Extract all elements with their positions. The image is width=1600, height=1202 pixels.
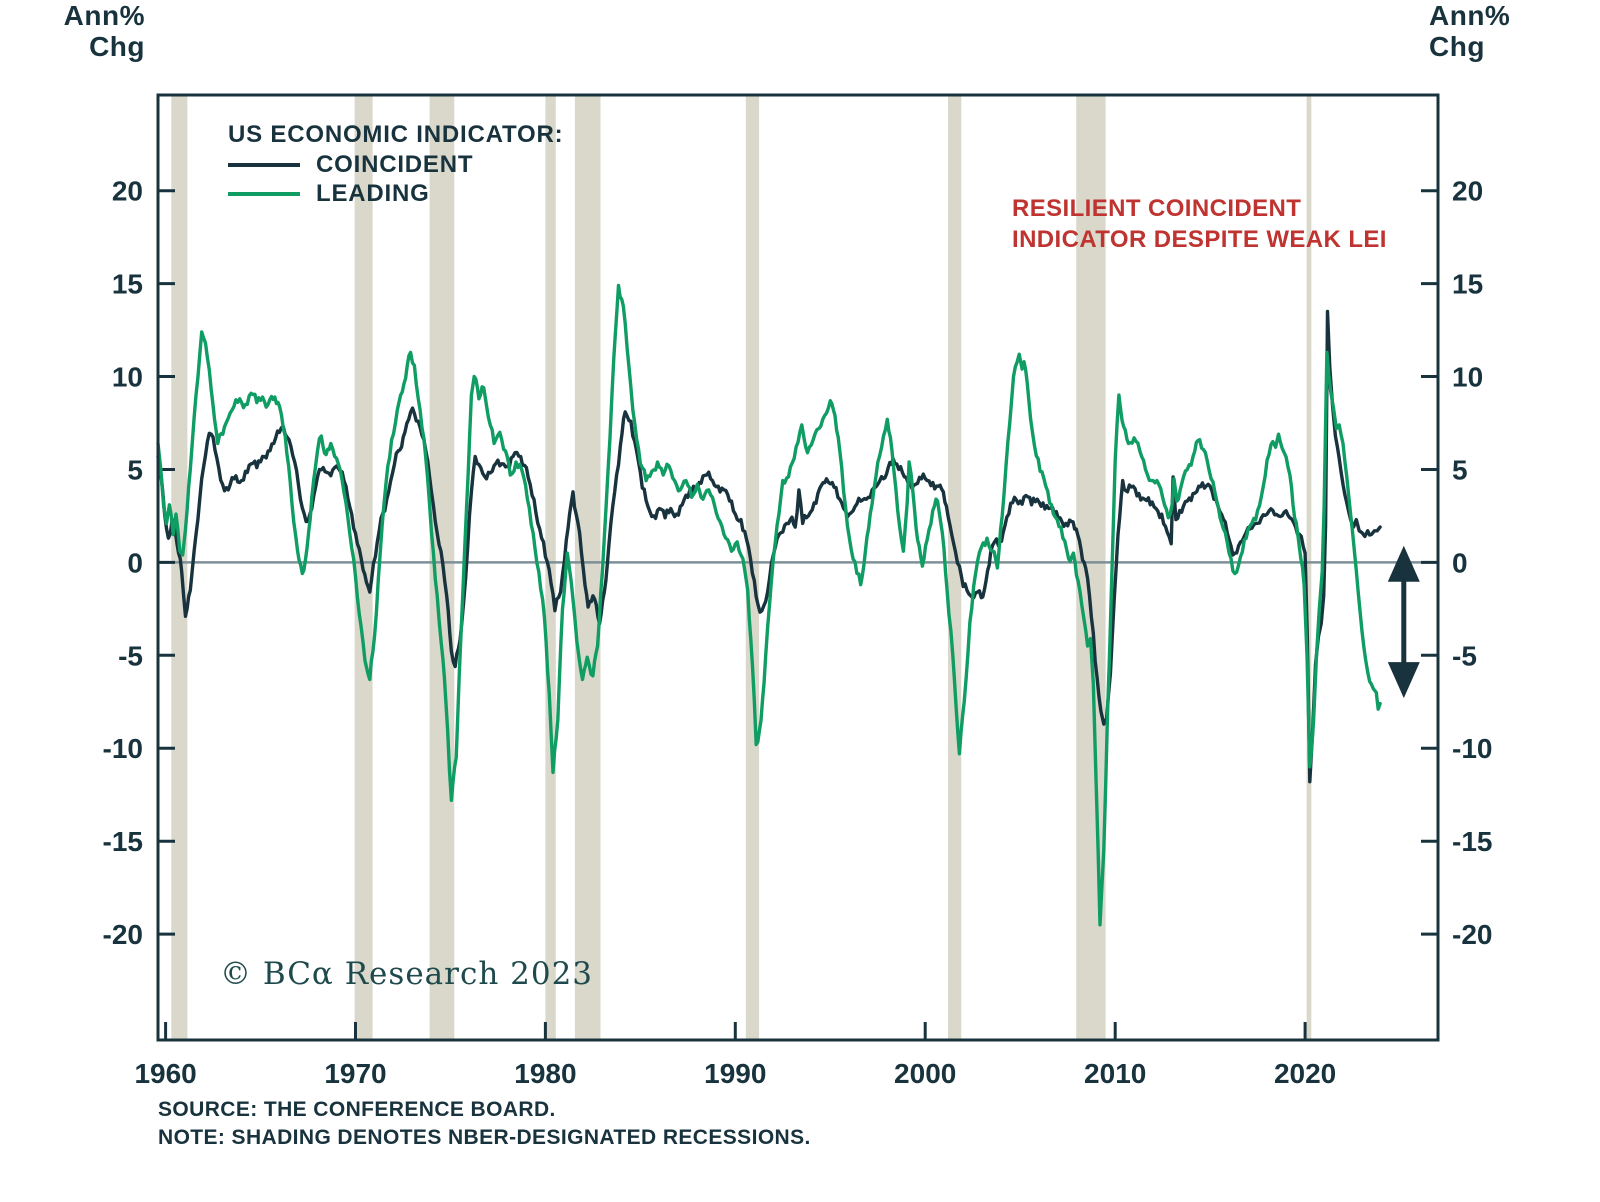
y-axis-title-right-line2: Chg [1429, 31, 1485, 62]
series-coincident-line [156, 309, 1382, 784]
y-axis-tick-label-left: -10 [103, 733, 143, 764]
legend-title: US ECONOMIC INDICATOR: [228, 121, 564, 148]
source-note: SOURCE: THE CONFERENCE BOARD. [158, 1098, 556, 1121]
y-axis-tick-label-left: 20 [112, 176, 143, 207]
y-axis-tick-label-left: -5 [118, 640, 143, 671]
y-axis-tick-label-left: -20 [103, 919, 143, 950]
y-axis-tick-label-right: 0 [1452, 547, 1468, 578]
x-axis-tick-label: 1980 [514, 1058, 576, 1089]
y-axis-tick-label-right: -10 [1452, 733, 1492, 764]
y-axis-tick-label-right: 20 [1452, 176, 1483, 207]
x-axis-tick-label: 1990 [704, 1058, 766, 1089]
y-axis-title-left: Ann% Chg [0, 0, 145, 62]
recession-band [545, 95, 556, 1040]
range-arrow-head-up [1387, 545, 1420, 582]
coincident-line-swatch [228, 162, 300, 167]
y-axis-tick-label-left: 5 [127, 455, 143, 486]
legend-label-leading: LEADING [316, 179, 430, 207]
x-axis-tick-label: 1960 [134, 1058, 196, 1089]
recession-band [171, 95, 188, 1040]
y-axis-tick-label-right: 5 [1452, 455, 1468, 486]
legend-item-leading: LEADING [228, 179, 563, 208]
y-axis-tick-label-left: 15 [112, 269, 143, 300]
x-axis-tick-label: 2020 [1274, 1058, 1336, 1089]
y-axis-title-left-line2: Chg [89, 31, 145, 62]
recession-shading-note: NOTE: SHADING DENOTES NBER-DESIGNATED RE… [158, 1126, 811, 1149]
y-axis-tick-label-left: 0 [127, 547, 143, 578]
y-axis-tick-label-right: 10 [1452, 362, 1483, 393]
bca-research-watermark: © BCα Research 2023 [220, 956, 594, 992]
x-axis-tick-label: 1970 [324, 1058, 386, 1089]
y-axis-tick-label-right: -20 [1452, 919, 1492, 950]
chart-annotation-line2: INDICATOR DESPITE WEAK LEI [1012, 226, 1387, 253]
chart-annotation: RESILIENT COINCIDENT INDICATOR DESPITE W… [1012, 193, 1442, 255]
y-axis-tick-label-left: 10 [112, 362, 143, 393]
leading-line-swatch [228, 191, 300, 196]
recession-band [1306, 95, 1312, 1040]
recession-band [948, 95, 962, 1040]
y-axis-tick-label-right: -5 [1452, 640, 1477, 671]
chart-legend: US ECONOMIC INDICATOR: COINCIDENT LEADIN… [228, 120, 563, 208]
chart-annotation-line1: RESILIENT COINCIDENT [1012, 195, 1302, 222]
recession-band [574, 95, 601, 1040]
legend-label-coincident: COINCIDENT [316, 150, 474, 178]
plot-frame [156, 93, 1440, 1042]
y-axis-title-left-line1: Ann% [63, 0, 145, 31]
y-axis-tick-label-right: -15 [1452, 826, 1492, 857]
chart-footnotes: SOURCE: THE CONFERENCE BOARD. NOTE: SHAD… [158, 1096, 811, 1152]
y-axis-tick-label-right: 15 [1452, 269, 1483, 300]
y-axis-tick-label-left: -15 [103, 826, 143, 857]
x-axis-tick-label: 2000 [894, 1058, 956, 1089]
range-arrow-head-down [1387, 662, 1420, 699]
series-leading-line [156, 283, 1382, 927]
y-axis-title-right-line1: Ann% [1429, 0, 1511, 31]
legend-item-coincident: COINCIDENT [228, 150, 563, 179]
y-axis-title-right: Ann% Chg [1429, 0, 1510, 62]
x-axis-tick-label: 2010 [1084, 1058, 1146, 1089]
